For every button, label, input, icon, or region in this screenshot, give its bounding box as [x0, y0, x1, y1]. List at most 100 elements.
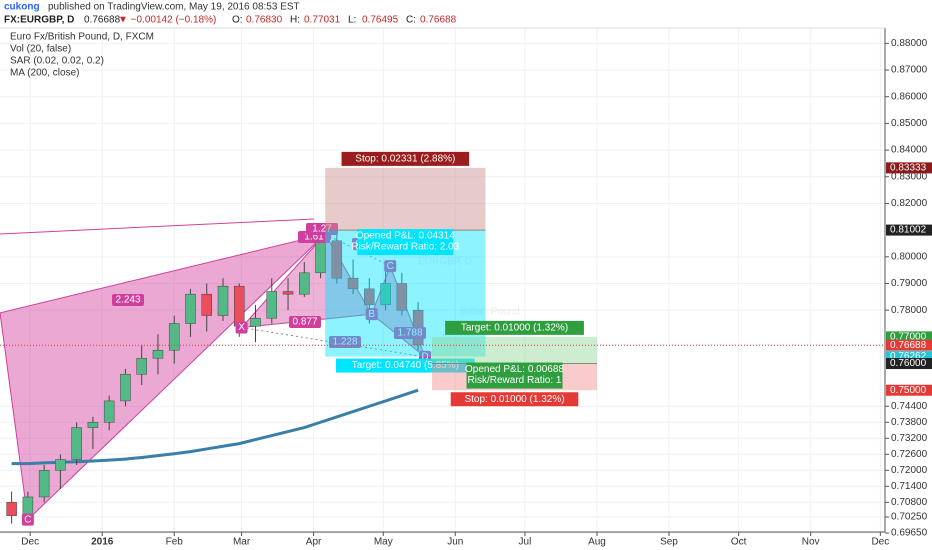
candle-body	[282, 291, 294, 295]
header-symbol: FX:EURGBP, D	[4, 15, 74, 26]
candle-body	[331, 240, 343, 279]
trend-line	[0, 218, 315, 235]
position-label-box	[450, 392, 579, 407]
loss-zone	[325, 167, 486, 231]
header-author[interactable]: cukong	[4, 2, 40, 13]
y-tick-label: 0.69650	[891, 528, 928, 539]
moving-average	[11, 388, 419, 466]
header-ohlc: 0.77031	[304, 15, 341, 26]
x-tick-label: Sep	[660, 537, 678, 548]
candle-body	[152, 349, 164, 359]
indicator-label: MA (200, close)	[10, 68, 79, 79]
y-tick-label: 0.70800	[891, 497, 928, 508]
x-tick-label: May	[374, 537, 393, 548]
price-marker	[886, 339, 932, 351]
pattern-point-label: D	[421, 352, 428, 363]
x-tick-label: Mar	[233, 537, 251, 548]
y-tick-label: 0.86000	[891, 91, 928, 102]
header-ohlc: 0.76830	[246, 15, 283, 26]
pattern-point-label: X	[238, 322, 245, 333]
price-marker-label: 0.77000	[890, 332, 927, 343]
ratio-line	[241, 327, 426, 358]
y-tick-label: 0.71400	[891, 481, 928, 492]
y-tick-label: 0.78000	[891, 305, 928, 316]
y-tick-label: 0.84000	[891, 145, 928, 156]
watermark: EURGBP, D	[418, 257, 472, 268]
candle-body	[71, 427, 82, 460]
pattern-point-label: B	[368, 309, 375, 320]
y-tick-label: 0.70250	[891, 512, 928, 523]
x-tick-label: Oct	[731, 537, 747, 548]
candle-body	[38, 470, 50, 498]
candle-body	[103, 400, 115, 423]
ratio-label: 0.877	[292, 317, 317, 328]
price-marker	[886, 351, 932, 363]
candle-body	[87, 422, 99, 428]
chart-title: Euro Fx/British Pound, D, FXCM	[10, 32, 154, 43]
position-label: Target: 0.01000 (1.32%)	[461, 323, 568, 334]
watermark: British Pound	[460, 307, 519, 318]
price-marker-label: 0.76000	[890, 358, 927, 369]
y-tick-label: 0.73200	[891, 433, 928, 444]
x-tick-label: Feb	[166, 537, 184, 548]
ratio-label: 1.228	[332, 337, 357, 348]
rr-label: Risk/Reward Ratio: 1	[468, 375, 562, 386]
header-ohlc: H:	[290, 15, 300, 26]
x-tick-label: Jun	[447, 537, 463, 548]
candle-body	[168, 323, 180, 351]
pnl-label: Opened P&L: 0.00688	[465, 364, 564, 375]
candle-body	[266, 291, 278, 319]
pattern-point	[21, 513, 34, 526]
y-tick-label: 0.83000	[891, 171, 928, 182]
price-marker-label: 0.83333	[890, 163, 927, 174]
ratio-badge	[112, 294, 144, 306]
ratio-badge	[306, 223, 338, 235]
header-ohlc: C:	[406, 15, 416, 26]
x-tick-label: Jul	[519, 537, 532, 548]
y-tick-label: 0.85000	[891, 118, 928, 129]
rr-label: Risk/Reward Ratio: 2.03	[351, 242, 459, 253]
y-tick-label: 0.72000	[891, 465, 928, 476]
candle-body	[6, 502, 17, 516]
y-tick-label: 0.87000	[891, 65, 928, 76]
price-marker-label: 0.81002	[890, 225, 927, 236]
pattern-point-label: C	[387, 261, 394, 272]
pattern-point-label: C	[24, 514, 31, 525]
y-tick-label: 0.82000	[891, 198, 928, 209]
x-tick-label: Aug	[588, 537, 606, 548]
price-marker	[886, 224, 932, 236]
ratio-label: 1.27	[312, 224, 332, 235]
y-tick-label: 0.88000	[891, 38, 928, 49]
candle-body	[315, 240, 326, 274]
candle-body	[347, 277, 359, 290]
candle-body	[201, 293, 212, 316]
ratio-badge	[289, 316, 321, 328]
position-label-box	[335, 358, 475, 373]
x-tick-label: Dec	[21, 537, 39, 548]
header-last: 0.76688	[84, 15, 121, 26]
price-marker	[886, 358, 932, 370]
candle-body	[136, 357, 147, 375]
x-tick-label: Apr	[306, 537, 322, 548]
x-tick-label: Nov	[802, 537, 820, 548]
indicator-label: Vol (20, false)	[10, 44, 71, 55]
candle-body	[185, 293, 196, 324]
position-label-box	[445, 320, 584, 335]
price-marker-label: 0.75000	[890, 385, 927, 396]
pattern-point	[384, 260, 397, 273]
price-marker-label: 0.76688	[890, 340, 927, 351]
x-tick-label: 2016	[91, 537, 114, 548]
header-ohlc: L:	[348, 15, 356, 26]
ratio-label: 2.243	[115, 295, 140, 306]
candle-body	[234, 285, 245, 327]
x-tick-label: Dec	[871, 537, 889, 548]
candle-body	[120, 373, 131, 402]
pnl-box	[357, 229, 454, 256]
candle-body	[217, 285, 229, 316]
header-ohlc: 0.76495	[362, 15, 399, 26]
pnl-label: Opened P&L: 0.04314	[356, 231, 455, 242]
y-tick-label: 0.72600	[891, 449, 928, 460]
header-ohlc: O:	[232, 15, 243, 26]
position-label: Stop: 0.02331 (2.88%)	[355, 154, 455, 165]
